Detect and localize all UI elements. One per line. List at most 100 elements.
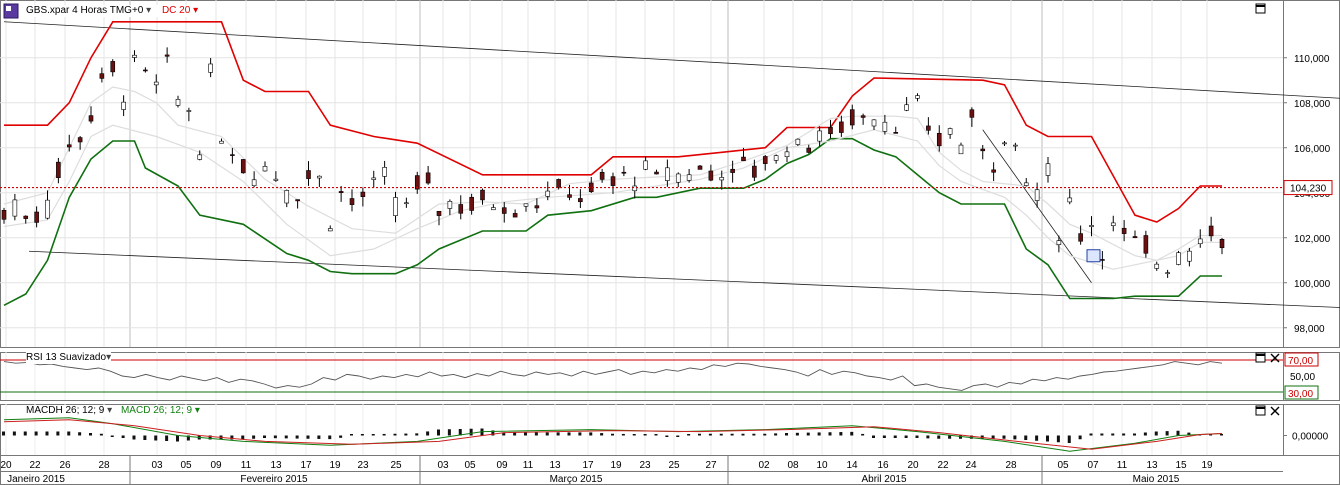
macdh-bar — [556, 432, 560, 436]
macdh-bar — [1024, 435, 1028, 440]
macdh-bar — [621, 433, 625, 436]
candle-body — [643, 160, 648, 170]
candle-body — [1121, 227, 1127, 234]
macdh-bar — [1089, 433, 1093, 436]
candle-body — [980, 148, 986, 152]
macdh-bar — [12, 431, 16, 436]
date-tick-label: 10 — [816, 460, 828, 471]
macdh-bar — [208, 435, 212, 440]
macdh-bar — [371, 434, 375, 436]
candle-body — [926, 125, 931, 131]
macdh-bar — [99, 433, 103, 436]
rsi-label[interactable]: RSI 13 Suavizado — [26, 352, 107, 363]
macdh-bar — [1176, 430, 1180, 436]
macdh-label[interactable]: MACDH 26; 12; 9 — [26, 405, 105, 416]
candle-body — [1197, 238, 1203, 245]
macdh-bar — [328, 435, 332, 440]
candle-body — [501, 207, 507, 214]
candle-body — [795, 138, 801, 145]
rsi-tick-label: 30,00 — [1288, 389, 1313, 400]
date-tick-label: 26 — [59, 460, 71, 471]
macdh-bar — [382, 433, 386, 436]
date-tick-label: 17 — [300, 460, 312, 471]
candle-body — [762, 156, 768, 164]
month-label: Maio 2015 — [1133, 474, 1180, 485]
macdh-dropdown-icon[interactable]: ▾ — [104, 405, 113, 416]
maximize-price-panel-button[interactable] — [1255, 3, 1266, 14]
rsi-30-box — [1284, 385, 1319, 400]
macdh-bar — [730, 433, 734, 436]
title-dropdown-icon[interactable]: ▾ — [143, 5, 152, 16]
candle-body — [175, 99, 181, 106]
dc-indicator-label[interactable]: DC 20 — [161, 5, 191, 16]
candle-body — [230, 154, 235, 156]
macdh-bar — [1035, 435, 1039, 441]
close-rsi-panel-button[interactable] — [1270, 353, 1280, 363]
date-axis-border — [0, 455, 1340, 485]
candle-body — [436, 210, 442, 216]
macdh-bar — [241, 435, 245, 440]
candle-body — [936, 132, 942, 147]
candle-body — [23, 215, 29, 219]
date-tick-label: 11 — [241, 460, 252, 471]
candle-body — [110, 61, 116, 73]
macdh-bar — [741, 433, 745, 436]
maximize-rsi-panel-button[interactable] — [1255, 352, 1266, 363]
candle-body — [1132, 236, 1138, 239]
candle-body — [545, 190, 551, 197]
date-tick-label: 02 — [758, 460, 770, 471]
macdh-bar — [1078, 435, 1082, 440]
macdh-bar — [828, 432, 832, 436]
date-tick-label: 28 — [1005, 460, 1017, 471]
chart-title[interactable]: GBS.xpar 4 Horas TMG+0 — [26, 5, 144, 16]
date-tick-label: 23 — [639, 460, 651, 471]
close-macd-panel-button[interactable] — [1270, 406, 1280, 416]
candle-body — [219, 140, 224, 144]
candle-body — [284, 190, 290, 204]
y-tick-label: 108,000 — [1294, 99, 1331, 110]
macdh-bar — [263, 435, 266, 438]
dc-dropdown-icon[interactable]: ▾ — [190, 5, 199, 16]
macdh-bar — [34, 431, 38, 436]
candle-body — [1154, 263, 1160, 269]
macdh-bar — [230, 435, 234, 440]
y-tick-label: 110,000 — [1294, 54, 1330, 65]
candle-body — [349, 198, 355, 205]
macdh-bar — [1013, 435, 1017, 440]
macdh-bar — [186, 435, 190, 441]
macdh-bar — [959, 435, 962, 439]
candle-body — [556, 179, 561, 188]
candle-body — [849, 109, 855, 126]
macdh-bar — [23, 431, 27, 436]
macd-label[interactable]: MACD 26; 12; 9 — [120, 405, 193, 416]
candle-body — [1089, 225, 1094, 227]
date-tick-label: 25 — [390, 460, 402, 471]
candle-body — [66, 144, 72, 148]
macdh-bar — [437, 429, 440, 436]
macdh-bar — [850, 431, 854, 436]
candle-body — [393, 197, 398, 216]
macdh-bar — [513, 432, 517, 436]
date-tick-label: 24 — [965, 460, 977, 471]
dc-line-1 — [3, 137, 1222, 307]
candle-body — [1034, 189, 1040, 201]
date-tick-label: 09 — [210, 460, 222, 471]
macdh-bar — [719, 433, 723, 436]
macdh-bar — [1209, 434, 1213, 436]
macdh-bar — [785, 433, 788, 436]
macdh-bar — [665, 435, 669, 437]
candle-body — [45, 199, 50, 219]
maximize-macd-panel-button[interactable] — [1255, 405, 1266, 416]
macdh-bar — [915, 435, 919, 438]
macdh-bar — [600, 433, 604, 436]
macdh-bar — [1187, 432, 1191, 436]
macdh-bar — [502, 432, 506, 436]
candle-body — [773, 155, 779, 161]
candle-body — [1110, 222, 1116, 226]
candle-body — [632, 185, 638, 192]
macd-dropdown-icon[interactable]: ▾ — [192, 405, 200, 416]
macd-tick-label: 0,00000 — [1292, 432, 1329, 443]
macdh-bar — [1220, 434, 1223, 436]
rsi-dropdown-icon[interactable]: ▾ — [106, 352, 112, 363]
